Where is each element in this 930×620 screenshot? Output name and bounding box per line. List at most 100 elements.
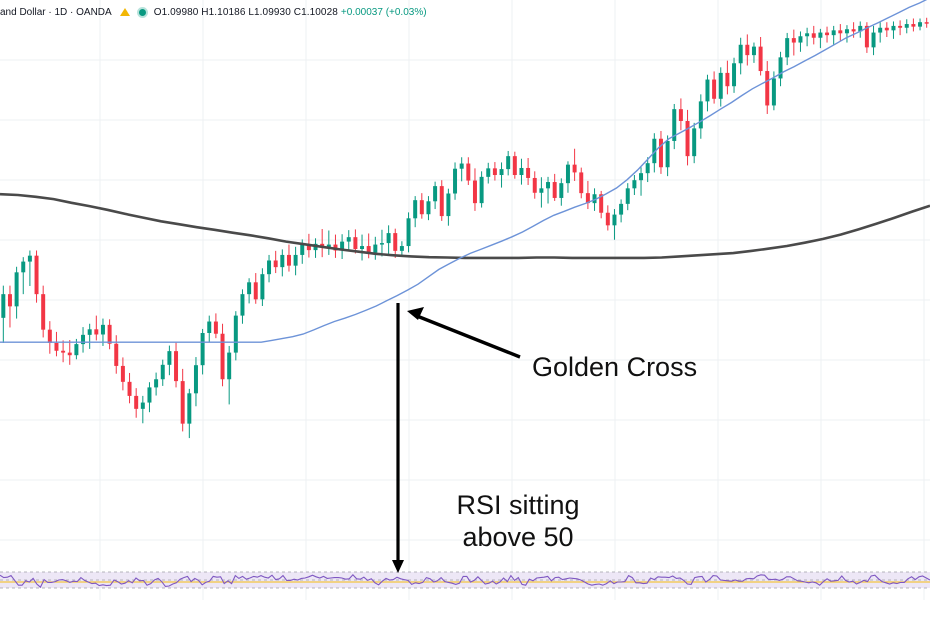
candle-body (798, 36, 803, 43)
candle-body (519, 167, 524, 176)
candle-body (851, 29, 856, 32)
candle-body (393, 233, 398, 251)
candle-body (559, 183, 564, 198)
candle-body (619, 203, 624, 215)
candle-body (14, 272, 19, 307)
candle-body (459, 163, 464, 169)
symbol-title[interactable]: and Dollar · 1D · OANDA (0, 6, 112, 18)
candle-body (419, 200, 424, 215)
candle-body (167, 351, 172, 365)
candle-body (898, 25, 903, 28)
candle-body (227, 352, 232, 380)
candle-body (506, 156, 511, 170)
candle-body (7, 294, 12, 307)
candle-body (645, 163, 650, 174)
candle-body (692, 128, 697, 157)
candle-body (825, 32, 830, 36)
annotation-arrows (392, 303, 521, 573)
candle-body (439, 186, 444, 217)
candle-body (253, 282, 258, 300)
candle-body (1, 294, 6, 318)
candle-body (791, 38, 796, 43)
candle-body (134, 395, 139, 409)
candle-body (579, 172, 584, 194)
chart-grid (0, 0, 930, 600)
candle-body (293, 254, 298, 266)
candle-body (665, 140, 670, 168)
candle-body (154, 379, 159, 388)
candle-body (386, 233, 391, 244)
candle-body (87, 329, 92, 335)
candle-body (220, 333, 225, 380)
candle-body (61, 350, 66, 353)
candlestick-series (1, 17, 929, 439)
candle-body (672, 109, 677, 141)
candle-body (639, 173, 644, 181)
candle-body (599, 194, 604, 213)
candle-body (193, 365, 198, 394)
candle-body (247, 282, 252, 295)
candle-body (200, 333, 205, 366)
candle-body (286, 254, 291, 266)
flag-icon[interactable] (119, 8, 130, 16)
candle-body (718, 72, 723, 99)
candle-body (100, 324, 105, 335)
candle-body (805, 33, 810, 37)
candle-body (878, 27, 883, 33)
candle-body (107, 324, 112, 344)
rsi-annotation-line-2: above 50 (462, 522, 574, 552)
candle-body (326, 244, 331, 248)
candle-body (366, 246, 371, 253)
candle-body (512, 156, 517, 176)
candle-body (871, 32, 876, 48)
candle-body (698, 101, 703, 129)
candle-body (174, 351, 179, 382)
candle-body (565, 164, 570, 184)
candle-body (340, 241, 345, 251)
candle-body (120, 365, 125, 382)
candle-body (472, 180, 477, 204)
candle-body (346, 237, 351, 242)
candle-body (180, 381, 185, 424)
candle-body (373, 244, 378, 253)
candle-body (379, 243, 384, 245)
symbol-legend[interactable]: and Dollar · 1D · OANDA O1.09980 H1.1018… (0, 4, 427, 20)
candle-body (273, 260, 278, 268)
candle-body (127, 381, 132, 396)
candle-body (74, 344, 79, 356)
candle-body (499, 169, 504, 176)
candle-body (758, 46, 763, 72)
candle-body (765, 71, 770, 106)
candle-body (34, 255, 39, 295)
candle-body (81, 334, 86, 345)
candle-body (612, 214, 617, 226)
candle-body (546, 182, 551, 189)
candle-body (267, 260, 272, 275)
candle-body (526, 167, 531, 178)
candle-body (891, 25, 896, 31)
ohlc-values: O1.09980 H1.10186 L1.09930 C1.10028 (153, 6, 338, 18)
candle-body (924, 22, 929, 24)
candle-body (413, 200, 418, 219)
candle-body (858, 25, 863, 32)
candle-body (605, 212, 610, 226)
candle-body (433, 186, 438, 202)
candle-body (240, 294, 245, 316)
candle-body (658, 138, 663, 168)
candle-body (67, 352, 72, 356)
candle-body (811, 33, 816, 38)
candle-body (745, 44, 750, 56)
candle-body (778, 57, 783, 79)
candle-body (41, 294, 46, 330)
candle-body (426, 201, 431, 215)
candle-body (539, 188, 544, 193)
candle-body (187, 393, 192, 424)
candle-body (27, 255, 32, 262)
candle-body (625, 188, 630, 204)
candle-body (466, 163, 471, 181)
candle-body (160, 364, 165, 380)
candle-body (479, 176, 484, 204)
candle-body (592, 194, 597, 204)
rsi-annotation-line-1: RSI sitting (456, 490, 580, 520)
